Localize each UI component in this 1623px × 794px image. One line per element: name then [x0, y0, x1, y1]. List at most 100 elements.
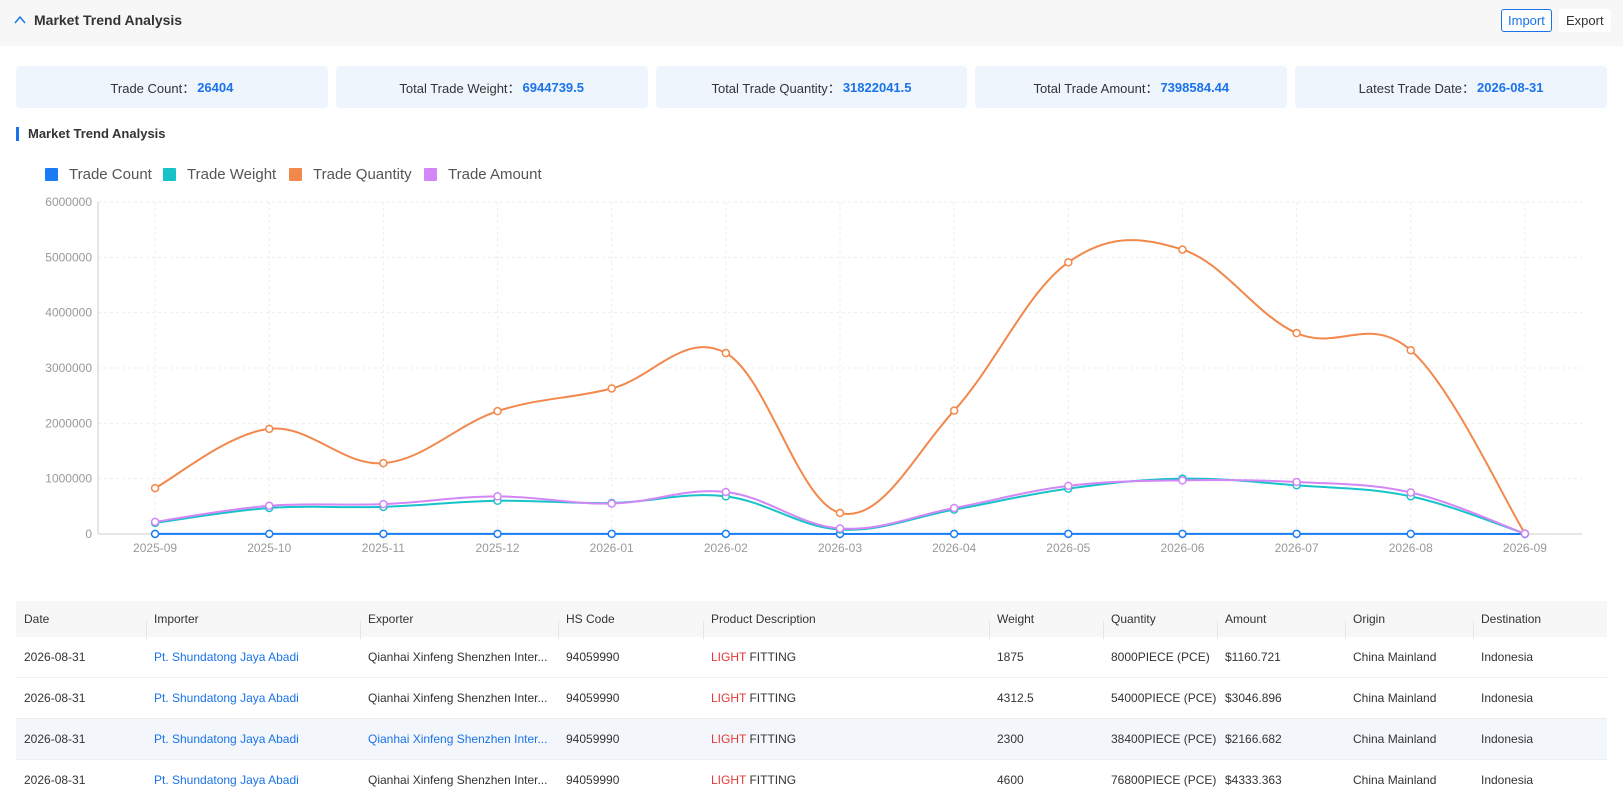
y-tick-label: 4000000: [45, 306, 92, 320]
cell-amount: $1160.721: [1225, 650, 1281, 664]
column-header-exporter[interactable]: Exporter: [360, 612, 558, 639]
data-point-trade-amount: [1292, 477, 1301, 487]
stat-value: 6944739.5: [522, 79, 584, 95]
cell-hs-code: 94059990: [566, 650, 620, 664]
stat-total-trade-weight: Total Trade Weight： 6944739.5: [335, 66, 648, 108]
x-tick-label: 2026-07: [1275, 541, 1319, 555]
y-tick-label: 2000000: [45, 416, 92, 430]
stat-label: Total Trade Weight：: [399, 80, 521, 96]
table-row[interactable]: 2026-08-31 Pt. Shundatong Jaya Abadi Qia…: [16, 637, 1607, 678]
data-point-trade-amount: [264, 501, 274, 511]
cell-hs-code: 94059990: [566, 691, 620, 705]
legend-label-trade-quantity: Trade Quantity: [313, 166, 412, 183]
data-point-trade-quantity: [1406, 346, 1416, 355]
column-header-origin[interactable]: Origin: [1345, 612, 1473, 639]
importer-link[interactable]: Pt. Shundatong Jaya Abadi: [154, 773, 299, 787]
data-point-trade-amount: [1406, 488, 1416, 497]
data-point-trade-quantity: [379, 458, 388, 468]
data-point-trade-quantity: [1292, 328, 1301, 338]
data-point-trade-quantity: [835, 508, 845, 518]
column-header-hs-code[interactable]: HS Code: [558, 612, 703, 639]
cell-amount: $2166.682: [1225, 732, 1282, 746]
column-header-weight[interactable]: Weight: [989, 612, 1103, 639]
cell-origin: China Mainland: [1353, 732, 1437, 746]
y-tick-label: 5000000: [45, 250, 92, 264]
data-point-trade-quantity: [1064, 258, 1073, 267]
importer-link[interactable]: Pt. Shundatong Jaya Abadi: [154, 691, 299, 705]
data-point-trade-count: [493, 529, 502, 539]
exporter-link[interactable]: Qianhai Xinfeng Shenzhen Inter...: [368, 773, 548, 787]
stat-label: Total Trade Amount：: [1033, 80, 1159, 96]
column-header-destination[interactable]: Destination: [1473, 612, 1607, 639]
legend-label-trade-weight: Trade Weight: [187, 166, 277, 183]
legend-swatch-trade-amount: [424, 168, 437, 181]
x-tick-label: 2026-06: [1160, 541, 1204, 555]
cell-origin: China Mainland: [1353, 650, 1437, 664]
panel-title: Market Trend Analysis: [34, 12, 183, 28]
data-point-trade-count: [1406, 529, 1416, 539]
import-button[interactable]: Import: [1501, 9, 1552, 32]
cell-product-description: LIGHT FITTING: [711, 773, 797, 787]
stat-trade-count: Trade Count： 26404: [16, 66, 328, 108]
data-point-trade-amount: [949, 503, 959, 513]
importer-link[interactable]: Pt. Shundatong Jaya Abadi: [154, 650, 299, 664]
keyword-highlight: LIGHT: [711, 732, 747, 746]
cell-origin: China Mainland: [1353, 773, 1437, 787]
data-point-trade-quantity: [949, 406, 959, 415]
y-tick-label: 6000000: [45, 195, 92, 209]
chevron-up-icon[interactable]: [13, 13, 27, 27]
x-tick-label: 2025-12: [476, 541, 520, 555]
stat-value: 2026-08-31: [1477, 79, 1544, 95]
x-tick-label: 2026-08: [1389, 541, 1433, 555]
x-tick-label: 2026-05: [1046, 541, 1090, 555]
data-point-trade-count: [949, 529, 959, 539]
cell-destination: Indonesia: [1481, 650, 1534, 664]
column-header-amount[interactable]: Amount: [1217, 612, 1345, 639]
table-row[interactable]: 2026-08-31 Pt. Shundatong Jaya Abadi Qia…: [16, 760, 1607, 794]
cell-quantity: 54000PIECE (PCE): [1111, 691, 1217, 705]
data-point-trade-quantity: [493, 406, 502, 416]
data-point-trade-amount: [150, 517, 160, 527]
cell-destination: Indonesia: [1481, 691, 1534, 705]
export-button[interactable]: Export: [1559, 9, 1611, 32]
data-point-trade-amount: [607, 499, 616, 508]
cell-weight: 4600: [997, 773, 1024, 787]
x-tick-label: 2026-01: [590, 541, 634, 555]
stat-value: 7398584.44: [1160, 79, 1230, 95]
table-row-hovered[interactable]: 2026-08-31 Pt. Shundatong Jaya Abadi Qia…: [16, 719, 1607, 760]
stat-latest-trade-date: Latest Trade Date： 2026-08-31: [1295, 66, 1607, 108]
data-point-trade-quantity: [607, 384, 616, 393]
series-line-trade-quantity: [154, 239, 1526, 534]
column-header-date[interactable]: Date: [24, 612, 50, 626]
data-point-trade-amount: [379, 499, 388, 509]
importer-link[interactable]: Pt. Shundatong Jaya Abadi: [154, 732, 299, 746]
cell-quantity: 38400PIECE (PCE): [1111, 732, 1217, 746]
table-header-row: Date Importer Exporter HS Code Product D…: [16, 601, 1607, 639]
cell-quantity: 8000PIECE (PCE): [1111, 650, 1210, 664]
data-point-trade-amount: [835, 524, 845, 533]
legend-label-trade-count: Trade Count: [69, 166, 153, 183]
exporter-link[interactable]: Qianhai Xinfeng Shenzhen Inter...: [368, 691, 548, 705]
data-point-trade-amount: [721, 487, 731, 497]
data-point-trade-quantity: [150, 483, 160, 493]
keyword-highlight: LIGHT: [711, 650, 747, 664]
stat-value: 31822041.5: [842, 79, 912, 95]
column-header-importer[interactable]: Importer: [146, 612, 360, 639]
exporter-link[interactable]: Qianhai Xinfeng Shenzhen Inter...: [368, 732, 548, 746]
stat-label: Latest Trade Date：: [1358, 80, 1475, 96]
table-row[interactable]: 2026-08-31 Pt. Shundatong Jaya Abadi Qia…: [16, 678, 1607, 719]
x-tick-label: 2026-02: [704, 541, 748, 555]
stat-total-trade-amount: Total Trade Amount： 7398584.44: [975, 66, 1288, 108]
exporter-link[interactable]: Qianhai Xinfeng Shenzhen Inter...: [368, 650, 548, 664]
stat-total-trade-quantity: Total Trade Quantity： 31822041.5: [655, 66, 968, 108]
data-point-trade-count: [721, 529, 731, 539]
cell-date: 2026-08-31: [24, 732, 86, 746]
cell-product-description: LIGHT FITTING: [711, 732, 797, 746]
data-point-trade-amount: [1178, 476, 1187, 485]
trend-line-chart: 0 1000000 2000000 3000000 4000000 5000000 6000…: [45, 166, 1582, 555]
data-point-trade-count: [150, 529, 160, 539]
column-header-product-description[interactable]: Product Description: [703, 612, 989, 639]
column-header-quantity[interactable]: Quantity: [1103, 612, 1217, 639]
stat-label: Trade Count：: [110, 80, 196, 96]
x-tick-label: 2025-09: [133, 541, 177, 555]
